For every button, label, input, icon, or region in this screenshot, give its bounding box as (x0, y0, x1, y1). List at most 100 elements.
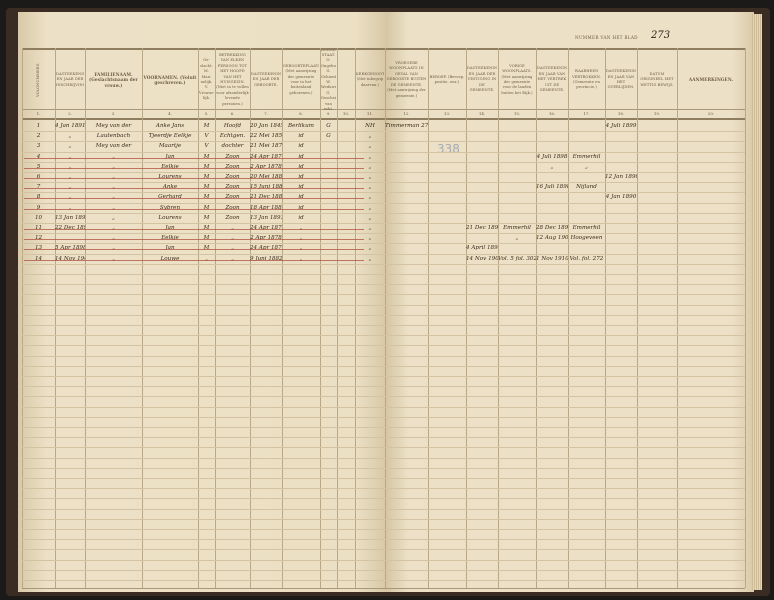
table-cell: „ (231, 245, 234, 251)
table-cell: NH (365, 123, 375, 129)
column-header: GEBOORTEPLAATS. (Met aanwijzing der geme… (283, 63, 319, 95)
table-cell: Zoon (225, 205, 240, 211)
table-cell: M (203, 194, 210, 200)
table-cell: M (203, 215, 210, 221)
row-rule (22, 488, 745, 489)
table-cell: „ (231, 256, 234, 262)
row-rule (22, 498, 745, 499)
table-cell: Tjeerdje Eelkje (148, 133, 192, 139)
table-cell: 24 Apr 1876 (250, 225, 282, 231)
row-rule (22, 560, 745, 561)
table-cell: Mey van der (95, 123, 132, 129)
table-cell: „ (368, 235, 372, 241)
row-rule (22, 437, 745, 438)
column-number: 12. (403, 111, 410, 116)
table-cell: 4 Juli 1898 (536, 154, 568, 160)
table-cell: id (298, 205, 304, 211)
column-divider (85, 48, 86, 588)
row-rule (22, 315, 745, 316)
table-cell: „ (368, 164, 372, 170)
column-divider (282, 48, 283, 588)
table-cell: Jan (165, 245, 175, 251)
table-cell: M (203, 154, 210, 160)
table-cell: 8 (36, 194, 41, 200)
column-number: 10. (342, 111, 350, 116)
table-cell: Emmerhil (572, 154, 601, 160)
table-cell: M (203, 164, 210, 170)
row-rule (22, 509, 745, 510)
column-divider (428, 48, 429, 588)
table-cell: 12 (34, 235, 43, 241)
row-rule (22, 549, 745, 550)
column-divider (355, 48, 356, 588)
table-cell: „ (68, 143, 72, 149)
column-header: AANMERKINGEN. (688, 77, 734, 83)
strikethrough-line (24, 229, 364, 230)
table-cell: 9 Juni 1882 (250, 256, 282, 262)
column-header: VOORNAMEN. (Voluit geschreven.) (143, 74, 197, 85)
row-rule (22, 162, 745, 163)
column-number: 5. (204, 111, 209, 116)
table-cell: 2 (36, 133, 41, 139)
table-cell: „ (68, 164, 72, 170)
table-cell: „ (112, 205, 115, 211)
row-rule (22, 519, 745, 520)
column-header: DAGTEEKENING EN JAAR VAN HET OVERLIJDEN. (606, 69, 636, 90)
table-cell: „ (205, 256, 208, 262)
sheet-number-label: NUMMER VAN HET BLAD (575, 35, 638, 40)
table-cell: M (203, 123, 210, 129)
table-cell: id (298, 154, 304, 160)
table-cell: Berlikum (288, 123, 314, 129)
table-cell: „ (368, 205, 372, 211)
table-cell: „ (515, 235, 519, 241)
row-rule (22, 213, 745, 214)
table-cell: 13 Jan 1891 (55, 215, 85, 221)
table-cell: 24 Apr 1876 (250, 245, 282, 251)
table-cell: Zoon (225, 174, 240, 180)
column-divider (198, 48, 199, 588)
column-number: 16. (548, 111, 556, 116)
table-cell: „ (112, 225, 115, 231)
table-cell: 28 Dec 1898 (536, 225, 568, 231)
table-cell: Emmerhil (572, 225, 601, 231)
table-cell: „ (112, 235, 115, 241)
table-cell: 18 Apr 1887 (250, 205, 282, 211)
table-cell: „ (368, 154, 372, 160)
table-cell: 6 (36, 174, 41, 180)
column-header: KERKGENOOTSCHAP. (Met inbegrip daarvan.) (356, 71, 384, 87)
table-cell: Eelkje (161, 235, 179, 241)
column-divider (337, 48, 338, 588)
column-header: BEROEP. (Beroep, positie, enz.) (429, 74, 465, 84)
table-cell: „ (299, 235, 303, 241)
table-cell: 11 (34, 225, 43, 231)
strikethrough-line (24, 198, 364, 199)
table-cell: „ (68, 205, 72, 211)
column-divider (568, 48, 569, 588)
row-rule (22, 580, 745, 581)
row-rule (22, 386, 745, 387)
column-header: BETREKKING VAN ELKEN PERSOON TOT HET HOO… (216, 52, 249, 106)
row-rule (22, 182, 745, 183)
row-rule (22, 233, 745, 234)
table-cell: Vol. 5 fol. 302 (498, 256, 536, 262)
row-rule (22, 223, 745, 224)
header-bottom-rule (22, 118, 745, 120)
row-rule (22, 366, 745, 367)
column-header: VOLGNUMMERS. (35, 62, 40, 98)
table-cell: „ (368, 215, 372, 221)
table-cell: 13 (34, 245, 43, 251)
table-cell: „ (299, 245, 303, 251)
row-rule (22, 264, 745, 265)
row-rule (22, 417, 745, 418)
column-number: 13. (443, 111, 451, 116)
table-cell: id (298, 164, 304, 170)
table-cell: V (204, 133, 209, 139)
column-divider (385, 48, 386, 588)
strikethrough-line (24, 178, 364, 179)
column-number: 9. (326, 111, 331, 116)
row-rule (22, 294, 745, 295)
table-cell: id (298, 215, 304, 221)
table-cell: Vol. fol. 272 (569, 256, 604, 262)
table-cell: „ (585, 164, 588, 170)
row-rule (22, 396, 745, 397)
